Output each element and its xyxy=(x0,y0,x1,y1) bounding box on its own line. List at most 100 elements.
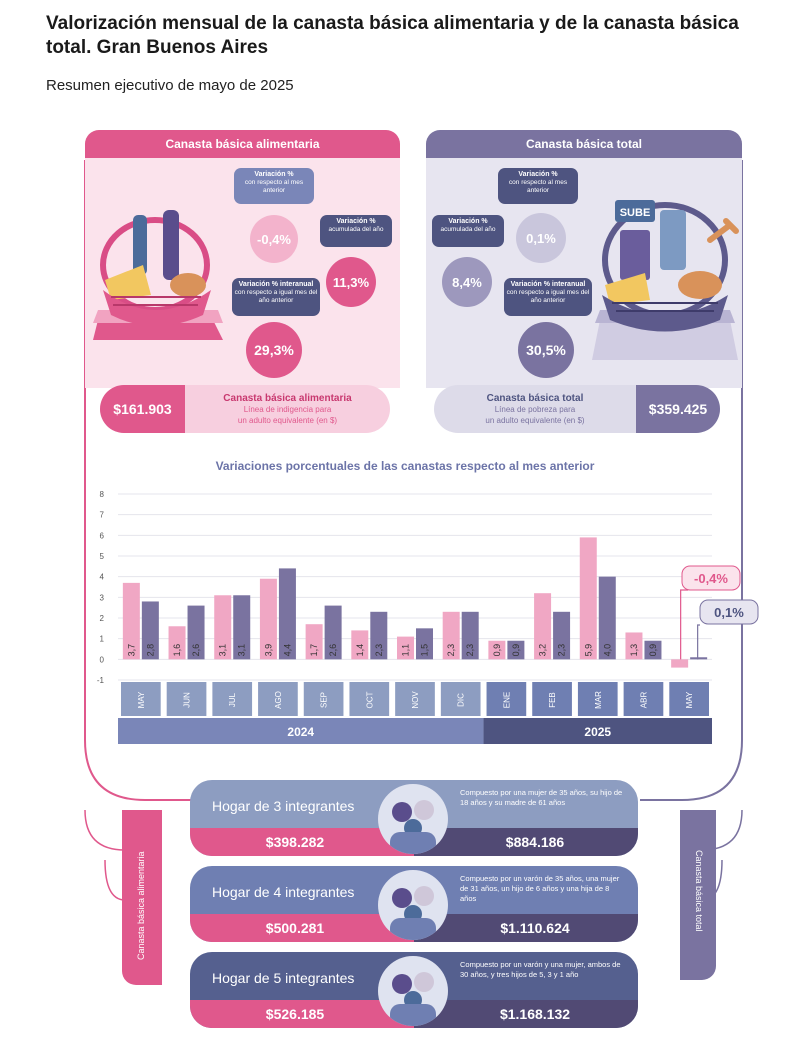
x-tick-label: MAR xyxy=(594,691,603,709)
x-tick-label: SEP xyxy=(320,692,329,708)
callout-value-cbt: 0,1% xyxy=(714,605,744,620)
bar-value-label: 2,3 xyxy=(374,644,384,657)
bar xyxy=(397,636,414,660)
month-band xyxy=(486,682,527,716)
y-tick-label: 3 xyxy=(100,593,105,602)
bar xyxy=(214,595,232,660)
family-avatar xyxy=(378,956,448,1026)
cbt-panel-header: Canasta básica total xyxy=(426,130,742,158)
household-cba-band xyxy=(190,828,414,856)
side-bar-cba xyxy=(122,810,162,985)
household-cbt-value: $884.186 xyxy=(505,834,565,850)
cba-panel-header: Canasta básica alimentaria xyxy=(85,130,400,158)
callout-box-cbt xyxy=(699,599,759,625)
bar-value-label: 4,4 xyxy=(282,644,292,657)
bar xyxy=(690,657,708,660)
household-name: Hogar de 3 integrantes xyxy=(212,798,355,814)
month-band xyxy=(577,682,618,716)
cba-amount: $161.903 xyxy=(100,385,185,433)
cbt-line2: un adulto equivalente (en $) xyxy=(485,415,585,425)
month-band xyxy=(669,682,709,716)
bar-value-label: 2,6 xyxy=(191,644,201,657)
bar-value-label: 3,1 xyxy=(237,644,247,657)
cbt-line1: Línea de pobreza para xyxy=(494,404,576,414)
bar-value-label: 3,1 xyxy=(218,644,228,657)
household-cba-value: $526.185 xyxy=(265,1006,325,1022)
household-description: Compuesto por un varón de 35 años, una m… xyxy=(460,874,620,903)
bar xyxy=(370,611,388,660)
household-description: Compuesto por un varón y una mujer, ambo… xyxy=(460,960,621,979)
goods-basket-illustration: SUBE xyxy=(592,200,739,360)
bar-value-label: 1,1 xyxy=(401,644,411,657)
household-card: Hogar de 4 integrantes Compuesto por un … xyxy=(190,866,638,942)
month-band xyxy=(166,682,207,716)
bar xyxy=(305,624,323,660)
cbt-monthly-tag: Variación % con respecto al mes anterior xyxy=(498,168,578,204)
bar xyxy=(579,537,597,660)
household-cbt-band xyxy=(414,1000,638,1028)
month-band xyxy=(303,682,344,716)
month-band xyxy=(121,682,161,716)
bar xyxy=(625,632,643,660)
household-description: Compuesto por una mujer de 35 años, su h… xyxy=(460,788,623,807)
bar xyxy=(122,582,140,660)
bar-value-label: 2,3 xyxy=(446,644,456,657)
cbt-accum-tag: Variación % acumulada del año xyxy=(432,215,504,247)
x-tick-label: DIC xyxy=(457,693,466,707)
bar-value-label: 2,3 xyxy=(465,644,475,657)
year-band xyxy=(118,718,484,744)
y-tick-label: 2 xyxy=(100,614,105,623)
household-cba-value: $500.281 xyxy=(265,920,325,936)
bar xyxy=(351,630,369,660)
bar xyxy=(534,593,552,660)
y-tick-label: 5 xyxy=(100,552,105,561)
family-avatar xyxy=(378,784,448,854)
bar-value-label: 0,9 xyxy=(492,644,502,657)
x-tick-label: MAY xyxy=(137,691,146,708)
x-tick-label: ENE xyxy=(502,692,511,708)
month-band xyxy=(532,682,572,716)
bar xyxy=(644,640,662,660)
bar xyxy=(324,605,342,660)
x-tick-label: ABR xyxy=(639,692,648,709)
bar xyxy=(598,576,616,660)
cba-monthly-value: -0,4% xyxy=(250,215,298,263)
sube-card-label: SUBE xyxy=(620,207,651,219)
year-label: 2025 xyxy=(584,725,611,739)
household-name: Hogar de 5 integrantes xyxy=(212,970,355,986)
bar-value-label: 4,0 xyxy=(602,644,612,657)
x-tick-label: FEB xyxy=(548,692,557,708)
bar-value-label: 1,7 xyxy=(309,644,319,657)
bar-value-label: 1,5 xyxy=(420,644,430,657)
bar-value-label: 2,3 xyxy=(557,644,567,657)
cba-yoy-value: 29,3% xyxy=(246,322,302,378)
month-band xyxy=(212,682,253,716)
bar-value-label: 0,9 xyxy=(511,644,521,657)
bar-value-label: 3,2 xyxy=(538,644,548,657)
bar-value-label: 5,9 xyxy=(583,644,593,657)
month-band xyxy=(623,682,664,716)
bar-value-label: 0,9 xyxy=(648,644,658,657)
bar-value-label: 3,7 xyxy=(126,644,136,657)
bar xyxy=(259,578,277,660)
household-card: Hogar de 3 integrantes Compuesto por una… xyxy=(190,780,638,856)
cba-name: Canasta básica alimentaria xyxy=(223,392,352,404)
year-band xyxy=(483,718,712,744)
cbt-amount-pill: Canasta básica total Línea de pobreza pa… xyxy=(434,385,720,433)
household-cbt-value: $1.168.132 xyxy=(499,1006,571,1022)
x-tick-label: MAY xyxy=(685,691,694,708)
cba-monthly-tag: Variación % con respecto al mes anterior xyxy=(234,168,314,204)
side-bar-cbt xyxy=(680,810,716,980)
bar xyxy=(278,568,296,660)
bar xyxy=(141,601,159,660)
household-cbt-band xyxy=(414,828,638,856)
page-title: Valorización mensual de la canasta básic… xyxy=(46,13,739,58)
chart-title: Variaciones porcentuales de las canastas… xyxy=(215,459,595,473)
bar-value-label: 3,9 xyxy=(263,644,273,657)
bar xyxy=(488,640,506,660)
y-tick-label: 7 xyxy=(100,511,105,520)
food-basket-illustration xyxy=(93,210,223,340)
cba-amount-pill: $161.903 Canasta básica alimentaria Líne… xyxy=(100,385,390,433)
cba-accum-tag: Variación % acumulada del año xyxy=(320,215,392,247)
